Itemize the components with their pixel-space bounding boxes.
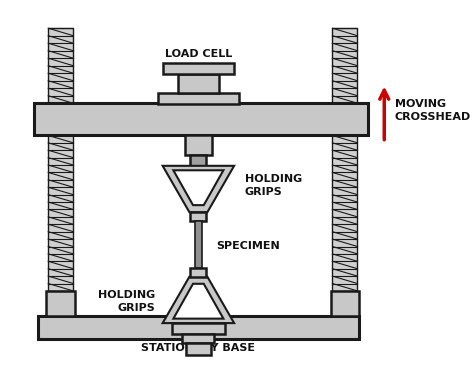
Bar [331, 291, 359, 316]
Bar [163, 63, 234, 74]
Polygon shape [173, 284, 223, 319]
Bar [191, 268, 206, 277]
Text: STATIONARY BASE: STATIONARY BASE [141, 343, 255, 352]
Bar [195, 221, 202, 268]
Polygon shape [163, 166, 234, 212]
Bar [34, 103, 368, 135]
Bar [191, 155, 206, 166]
Bar [158, 94, 238, 104]
Text: HOLDING
GRIPS: HOLDING GRIPS [98, 290, 155, 313]
Bar [48, 28, 73, 103]
Bar [185, 135, 212, 155]
Bar [186, 343, 211, 355]
Text: HOLDING
GRIPS: HOLDING GRIPS [245, 174, 302, 197]
Bar [172, 323, 225, 334]
Polygon shape [173, 170, 223, 205]
Bar [46, 291, 75, 316]
Bar [191, 212, 206, 221]
Bar [178, 74, 219, 94]
Bar [48, 135, 73, 291]
Text: SPECIMEN: SPECIMEN [216, 241, 280, 251]
Text: MOVING
CROSSHEAD: MOVING CROSSHEAD [395, 99, 471, 122]
Text: LOAD CELL: LOAD CELL [165, 50, 232, 60]
Bar [332, 135, 357, 291]
Polygon shape [163, 277, 234, 323]
Bar [332, 28, 357, 103]
Bar [37, 316, 359, 339]
Bar [182, 334, 214, 343]
